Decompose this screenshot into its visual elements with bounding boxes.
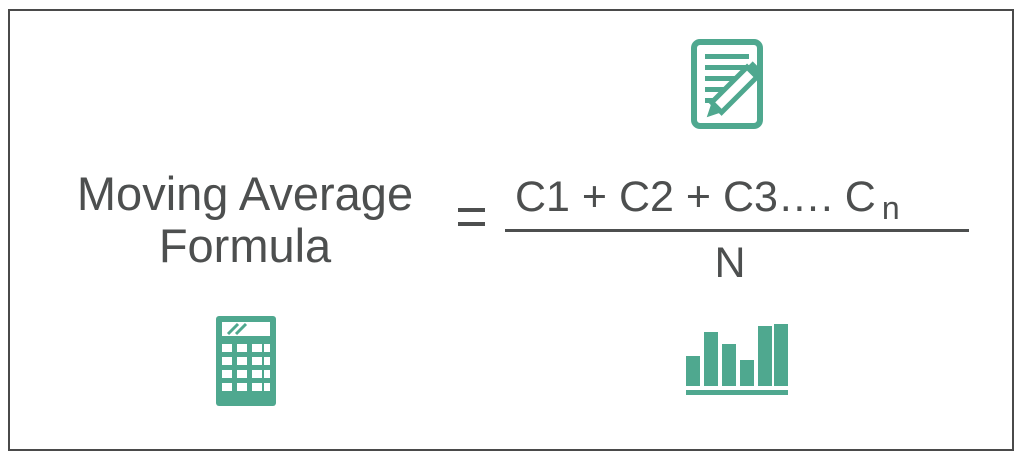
equals-bar-top	[458, 208, 485, 212]
bar-chart-icon	[686, 324, 788, 395]
title-line-1: Moving Average	[76, 167, 414, 220]
numerator-subscript: n	[881, 190, 900, 226]
calculator-icon	[216, 316, 276, 406]
equals-sign	[448, 196, 492, 236]
formula-title: Moving Average Formula	[40, 168, 450, 272]
equals-bar-bottom	[458, 222, 485, 226]
title-line-2: Formula	[158, 219, 332, 272]
formula-denominator: N	[714, 239, 746, 287]
numerator-text: C1 + C2 + C3…. C	[515, 173, 876, 221]
document-edit-icon	[691, 39, 763, 129]
fraction-line	[505, 229, 969, 232]
